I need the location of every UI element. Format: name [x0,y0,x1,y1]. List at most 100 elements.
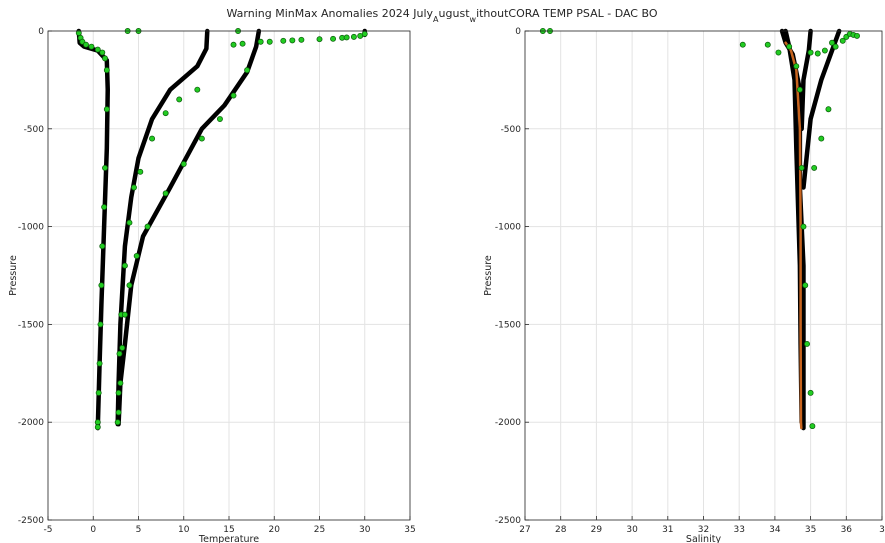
anomaly-point [102,55,108,62]
anomaly-point [119,344,126,351]
anomaly-point [95,389,102,396]
anomaly-point [298,36,305,43]
anomaly-point [83,41,89,48]
x-tick-label: 0 [90,525,96,535]
anomaly-point [230,41,237,48]
x-tick-label: -5 [44,525,53,535]
y-tick-label: -1000 [495,223,521,233]
x-axis-label: Salinity [686,534,722,543]
anomaly-point [266,38,273,45]
data-layer [539,28,860,431]
anomaly-point [194,86,201,93]
y-tick-label: -2500 [18,516,44,526]
anomaly-point [162,110,169,117]
anomaly-point [807,389,814,396]
y-tick-label: -2500 [495,516,521,526]
alt-profile-line [784,41,803,430]
anomaly-point [798,164,805,171]
anomaly-point [829,39,835,46]
x-tick-label: 20 [269,525,281,535]
x-tick-label: 10 [178,525,190,535]
anomaly-point [103,67,110,74]
y-tick-label: -2000 [495,418,521,428]
anomaly-point [216,116,223,122]
x-tick-label: 27 [519,525,530,535]
anomaly-point [115,409,122,416]
y-axis-label: Pressure [8,255,19,296]
anomaly-point [121,262,128,269]
anomaly-point [126,219,133,226]
y-tick-label: 0 [38,27,44,37]
anomaly-point [832,43,839,50]
anomaly-point [775,49,782,56]
anomaly-point [102,164,108,171]
anomaly-point [97,321,104,328]
axes-frame [524,30,883,521]
anomaly-point [98,282,105,289]
anomaly-point [802,282,809,289]
figure-title: Warning MinMax Anomalies 2024 JulyAugust… [227,7,658,24]
x-tick-label: 30 [626,525,638,535]
y-tick-label: -2000 [18,418,44,428]
plots: -5 0 5 10 15 20 25 30 350-500-1000-1500-2000-250… [8,27,885,543]
anomaly-point [94,46,101,53]
y-tick-label: -1000 [18,223,44,233]
x-tick-label: 30 [359,525,371,535]
anomaly-point [764,41,771,48]
x-tick-label: 5 [136,525,142,535]
x-tick-label: 15 [223,525,234,535]
anomaly-point [350,33,357,40]
anomaly-point [280,37,287,44]
profile-line [799,28,813,132]
anomaly-point [244,67,251,74]
profile-line [115,28,210,427]
x-tick-label: 28 [555,525,567,535]
anomaly-point [289,37,296,44]
x-tick-label: 3 [879,525,885,535]
anomaly-point [162,190,169,197]
anomaly-point [94,424,101,431]
anomaly-point [103,106,110,113]
axes-frame [47,30,411,521]
anomaly-point [361,30,368,37]
anomaly-point [343,34,350,41]
anomaly-point [144,223,151,230]
anomaly-point [126,282,133,289]
anomaly-point [88,43,95,50]
anomaly-point [115,389,122,396]
anomaly-point [239,40,246,47]
anomaly-point [149,135,156,142]
y-tick-label: -1500 [495,320,521,330]
anomaly-point [330,35,337,42]
anomaly-point [180,161,187,167]
anomaly-point [116,350,123,357]
anomaly-point [796,86,803,93]
anomaly-point [94,419,101,426]
anomaly-point [854,32,860,39]
anomaly-point [198,135,205,142]
anomaly-point [101,204,108,210]
anomaly-point [96,360,103,367]
anomaly-point [99,49,106,56]
title-part: A [433,15,439,24]
x-tick-label: 25 [314,525,325,535]
anomaly-point [230,92,237,99]
y-tick-label: -500 [501,125,522,135]
y-tick-label: 0 [515,27,521,37]
x-tick-label: 35 [404,525,415,535]
anomaly-point [176,96,183,103]
x-axis-label: Temperature [198,534,259,543]
chart-panel: -5 0 5 10 15 20 25 30 35 0 -500 -1000 -1500 -2000 -250… [8,27,416,543]
anomaly-point [739,41,746,48]
anomaly-point [818,135,825,142]
anomaly-point [804,341,810,347]
anomaly-point [133,252,140,259]
anomaly-point [316,36,323,43]
x-tick-label: 31 [662,525,673,535]
anomaly-point [257,38,264,45]
anomaly-point [807,49,814,56]
y-tick-label: -1500 [18,320,44,330]
anomaly-point [131,184,137,191]
anomaly-point [121,311,128,318]
